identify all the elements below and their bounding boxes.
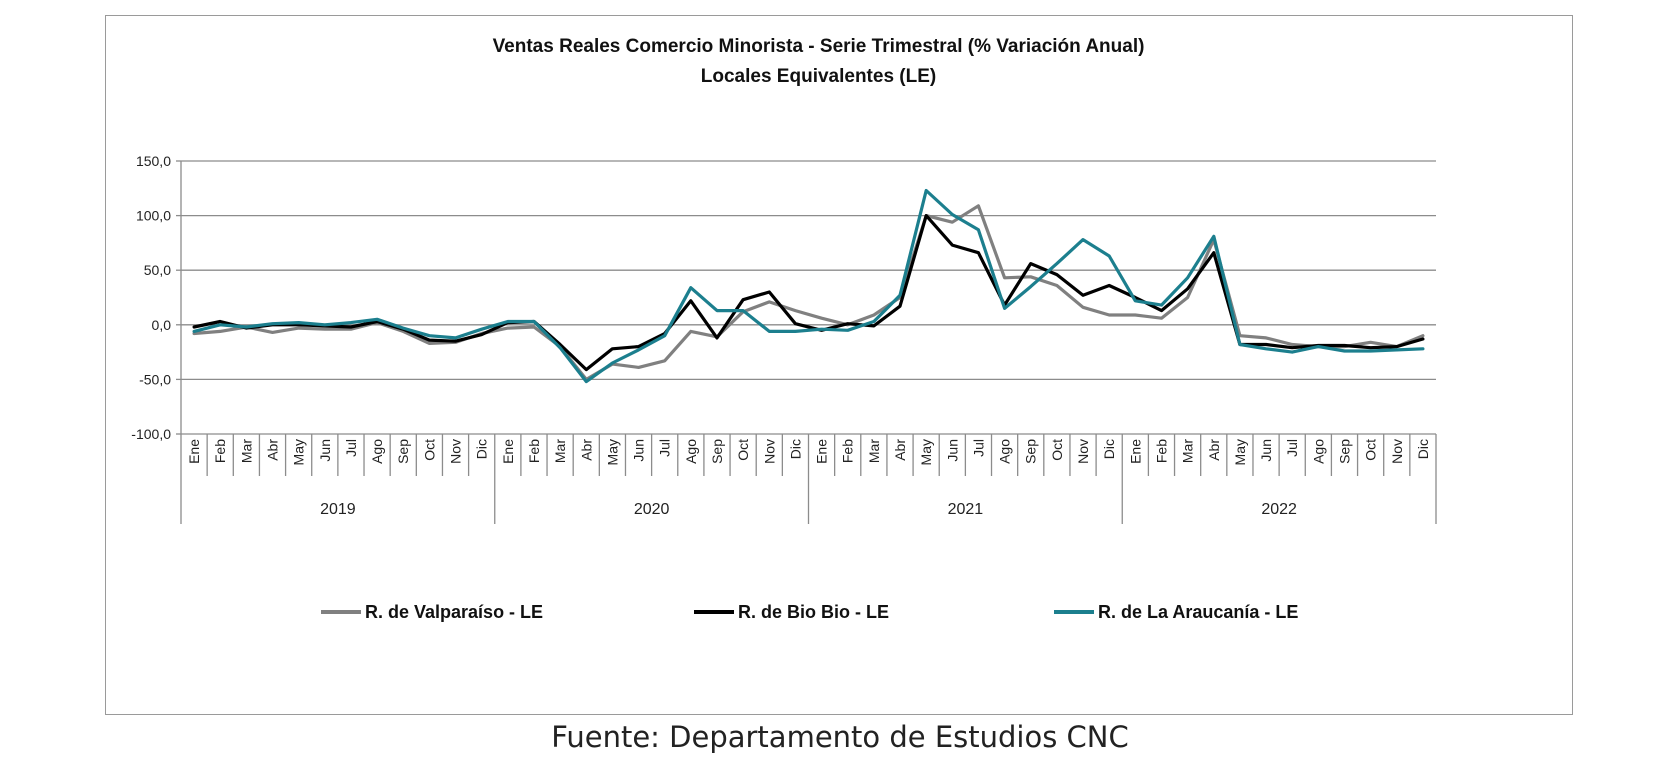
x-tick-label: Feb bbox=[1153, 439, 1169, 463]
x-tick-label: Ene bbox=[1127, 439, 1143, 464]
x-tick-label: Sep bbox=[1023, 439, 1039, 464]
x-tick-label: Feb bbox=[840, 439, 856, 463]
series-line-1 bbox=[192, 204, 1425, 381]
x-tick-label: Abr bbox=[265, 439, 281, 461]
y-tick-label: -50,0 bbox=[139, 371, 171, 387]
x-tick-label: Dic bbox=[1101, 439, 1117, 459]
x-tick-label: Oct bbox=[735, 439, 751, 461]
x-tick-label: May bbox=[918, 439, 934, 465]
year-label: 2019 bbox=[320, 501, 356, 518]
x-tick-label: Ago bbox=[997, 439, 1013, 464]
year-label: 2020 bbox=[634, 501, 670, 518]
x-tick-label: Dic bbox=[787, 439, 803, 459]
x-tick-label: Mar bbox=[866, 439, 882, 463]
x-tick-label: Mar bbox=[552, 439, 568, 463]
legend-label: R. de Valparaíso - LE bbox=[365, 602, 543, 622]
x-tick-label: Sep bbox=[1336, 439, 1352, 464]
x-tick-label: Sep bbox=[709, 439, 725, 464]
x-tick-label: Oct bbox=[1363, 439, 1379, 461]
x-tick-label: Jul bbox=[1284, 439, 1300, 457]
legend-label: R. de Bio Bio - LE bbox=[738, 602, 889, 622]
series-line-2 bbox=[192, 214, 1425, 372]
x-tick-label: Jun bbox=[1258, 439, 1274, 462]
x-tick-label: Jun bbox=[631, 439, 647, 462]
x-tick-label: Jun bbox=[317, 439, 333, 462]
x-tick-label: Dic bbox=[474, 439, 490, 459]
x-tick-label: Abr bbox=[1206, 439, 1222, 461]
x-tick-label: Ago bbox=[369, 439, 385, 464]
line-chart: Ventas Reales Comercio Minorista - Serie… bbox=[131, 36, 1437, 622]
x-tick-label: May bbox=[1232, 439, 1248, 465]
x-tick-label: Nov bbox=[1389, 439, 1405, 464]
x-tick-label: Ene bbox=[500, 439, 516, 464]
x-tick-label: Nov bbox=[448, 439, 464, 464]
year-label: 2022 bbox=[1261, 501, 1297, 518]
chart-subtitle: Locales Equivalentes (LE) bbox=[701, 66, 936, 87]
x-tick-label: Abr bbox=[578, 439, 594, 461]
chart-title: Ventas Reales Comercio Minorista - Serie… bbox=[493, 36, 1145, 57]
x-tick-label: Jun bbox=[944, 439, 960, 462]
source-note: Fuente: Departamento de Estudios CNC bbox=[551, 720, 1129, 754]
x-tick-label: Nov bbox=[1075, 439, 1091, 464]
chart-frame: Ventas Reales Comercio Minorista - Serie… bbox=[105, 15, 1573, 715]
x-tick-label: Ene bbox=[814, 439, 830, 464]
x-tick-label: Sep bbox=[395, 439, 411, 464]
x-tick-label: Oct bbox=[1049, 439, 1065, 461]
x-tick-label: Mar bbox=[238, 439, 254, 463]
x-tick-label: Nov bbox=[761, 439, 777, 464]
y-tick-label: -100,0 bbox=[131, 426, 171, 442]
y-tick-label: 0,0 bbox=[152, 317, 172, 333]
x-tick-label: Mar bbox=[1180, 439, 1196, 463]
series-line-3 bbox=[192, 188, 1425, 384]
year-label: 2021 bbox=[948, 501, 984, 518]
x-tick-label: Oct bbox=[421, 439, 437, 461]
x-tick-label: Dic bbox=[1415, 439, 1431, 459]
x-tick-label: Jul bbox=[970, 439, 986, 457]
y-tick-label: 50,0 bbox=[144, 262, 171, 278]
y-tick-label: 100,0 bbox=[136, 208, 171, 224]
legend-label: R. de La Araucanía - LE bbox=[1098, 602, 1298, 622]
x-tick-label: Abr bbox=[892, 439, 908, 461]
x-tick-label: Jul bbox=[343, 439, 359, 457]
x-tick-label: Ago bbox=[1310, 439, 1326, 464]
x-tick-label: Feb bbox=[212, 439, 228, 463]
x-tick-label: Jul bbox=[657, 439, 673, 457]
x-tick-label: Ago bbox=[683, 439, 699, 464]
x-tick-label: May bbox=[291, 439, 307, 465]
x-tick-label: Feb bbox=[526, 439, 542, 463]
y-tick-label: 150,0 bbox=[136, 153, 171, 169]
x-tick-label: May bbox=[604, 439, 620, 465]
x-tick-label: Ene bbox=[186, 439, 202, 464]
